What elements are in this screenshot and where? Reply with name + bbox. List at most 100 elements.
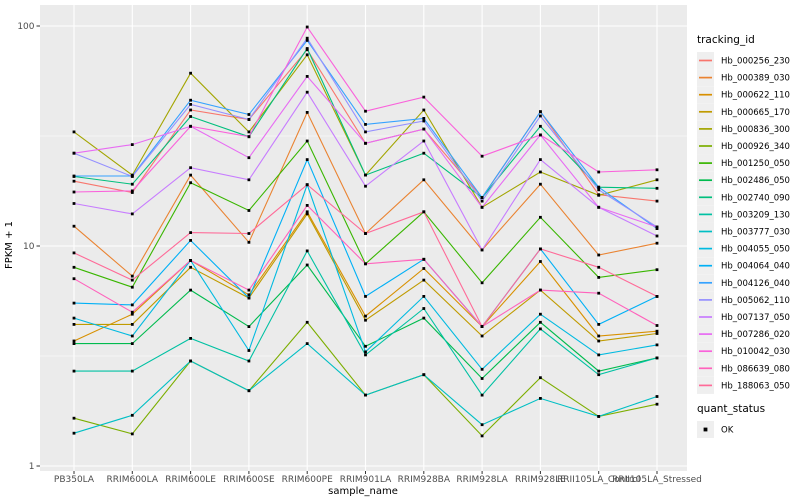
data-point (597, 170, 601, 174)
data-point (422, 127, 426, 131)
data-point (655, 268, 659, 272)
x-tick-label: RRII105LA_Stressed (612, 475, 702, 485)
plot-panel (40, 5, 687, 471)
data-point (305, 320, 309, 324)
data-point (189, 231, 192, 234)
data-point (422, 210, 426, 214)
data-point (305, 158, 309, 161)
data-point (72, 190, 76, 194)
legend-item-Hb_000389_030: Hb_000389_030 (697, 69, 790, 87)
data-point (597, 193, 601, 197)
data-point (72, 251, 76, 255)
data-point (480, 434, 484, 438)
data-point (539, 215, 542, 219)
data-point (305, 204, 309, 207)
x-tick-label: RRIM600PE (282, 475, 334, 485)
data-point (422, 257, 426, 261)
data-point (364, 353, 367, 357)
data-point (189, 288, 192, 292)
data-point (130, 182, 134, 186)
data-point (305, 90, 309, 94)
x-axis-title: sample_name (328, 486, 398, 497)
data-point (130, 278, 134, 282)
data-point (130, 432, 134, 436)
data-point (480, 196, 484, 199)
panel-background (40, 5, 687, 471)
data-point (539, 124, 542, 128)
data-point (422, 295, 426, 298)
legend-item-Hb_000665_170: Hb_000665_170 (697, 103, 790, 121)
data-point (422, 119, 426, 123)
legend-item-Hb_002740_090: Hb_002740_090 (697, 188, 790, 206)
data-point (72, 277, 76, 281)
data-point (130, 143, 134, 146)
data-point (72, 316, 76, 320)
data-point (189, 259, 192, 262)
data-point (189, 98, 192, 102)
data-point (189, 173, 192, 177)
data-point (189, 337, 192, 340)
data-point (480, 205, 484, 209)
data-point (655, 402, 659, 406)
axis-layer: 1 10 100 PB350LA RRIM600LA RRIM600LE RRIM600SE… (17, 22, 702, 485)
data-point (189, 239, 192, 242)
data-point (130, 323, 134, 326)
x-tick-label: RRIM928BA (398, 475, 451, 485)
data-point (597, 205, 601, 209)
data-point (422, 307, 426, 310)
series-layer (72, 25, 659, 438)
data-point (72, 224, 76, 228)
data-point (364, 314, 367, 318)
data-point (655, 343, 659, 347)
data-point (655, 225, 659, 229)
data-point (130, 175, 134, 178)
data-point (364, 344, 367, 348)
legend-label: Hb_000926_340 (721, 142, 790, 152)
data-point (480, 281, 484, 285)
data-point (539, 376, 542, 380)
data-point (247, 209, 251, 212)
data-point (597, 265, 601, 269)
data-point (480, 248, 484, 252)
data-point (364, 130, 367, 134)
data-point (422, 139, 426, 143)
legend-label: Hb_004064_040 (721, 262, 790, 272)
data-point (655, 295, 659, 298)
data-point (305, 139, 309, 143)
data-point (72, 416, 76, 420)
data-point (539, 327, 542, 331)
data-point (72, 151, 76, 155)
x-tick-label: RRIM600LE (165, 475, 216, 485)
data-point (72, 369, 76, 373)
x-tick-label: RRII105LA_Control (557, 475, 640, 485)
legend-item-Hb_003777_030: Hb_003777_030 (697, 223, 790, 240)
data-point (364, 141, 367, 145)
data-point (247, 240, 251, 244)
data-point (655, 395, 659, 398)
data-point (597, 373, 601, 377)
data-point (597, 188, 601, 192)
data-point (364, 318, 367, 322)
data-point (72, 265, 76, 269)
legend-item-Hb_000622_110: Hb_000622_110 (697, 86, 790, 104)
data-point (305, 249, 309, 253)
legend-label: Hb_001250_050 (721, 159, 790, 169)
data-point (539, 114, 542, 118)
data-point (655, 332, 659, 335)
data-point (539, 133, 542, 137)
data-point (480, 423, 484, 427)
data-point (72, 342, 76, 345)
data-point (539, 312, 542, 316)
legend-title-quant-status: quant_status (697, 403, 765, 415)
data-point (305, 36, 309, 40)
data-point (655, 324, 659, 327)
data-point (72, 174, 76, 178)
legend-item-Hb_004126_040: Hb_004126_040 (697, 274, 790, 292)
data-point (130, 285, 134, 289)
data-point (305, 39, 309, 42)
data-point (130, 413, 134, 417)
data-point (72, 130, 76, 134)
y-axis-title: FPKM + 1 (4, 221, 15, 269)
data-point (305, 210, 309, 214)
